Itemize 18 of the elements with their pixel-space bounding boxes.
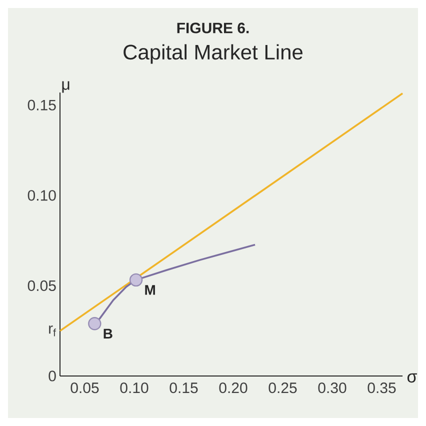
y-tick-label: 0.05: [28, 280, 56, 292]
x-tick-label: 0.30: [318, 382, 346, 394]
x-tick-label: 0.25: [268, 382, 297, 394]
y-tick-label: 0.15: [28, 100, 56, 110]
x-tick-label: 0.05: [70, 382, 99, 394]
y-tick-label: 0.10: [28, 190, 56, 201]
annotation: B: [104, 328, 112, 338]
x-tick-label: 0.15: [170, 382, 198, 394]
chart-subtitle: Capital Market Line: [124, 44, 302, 64]
annotation: M: [145, 285, 155, 295]
x-tick-label: 0.20: [219, 382, 248, 394]
x-tick-label: 0.10: [120, 382, 148, 394]
x-tick-label: 0.35: [368, 382, 396, 394]
y-tick-label: r$_{f}$: [49, 326, 56, 336]
chart-title: FIGURE 6.: [177, 22, 249, 34]
x-axis-title: σ: [407, 373, 417, 383]
y-axis-title: μ: [62, 81, 70, 93]
y-tick-label: 0: [48, 370, 56, 382]
